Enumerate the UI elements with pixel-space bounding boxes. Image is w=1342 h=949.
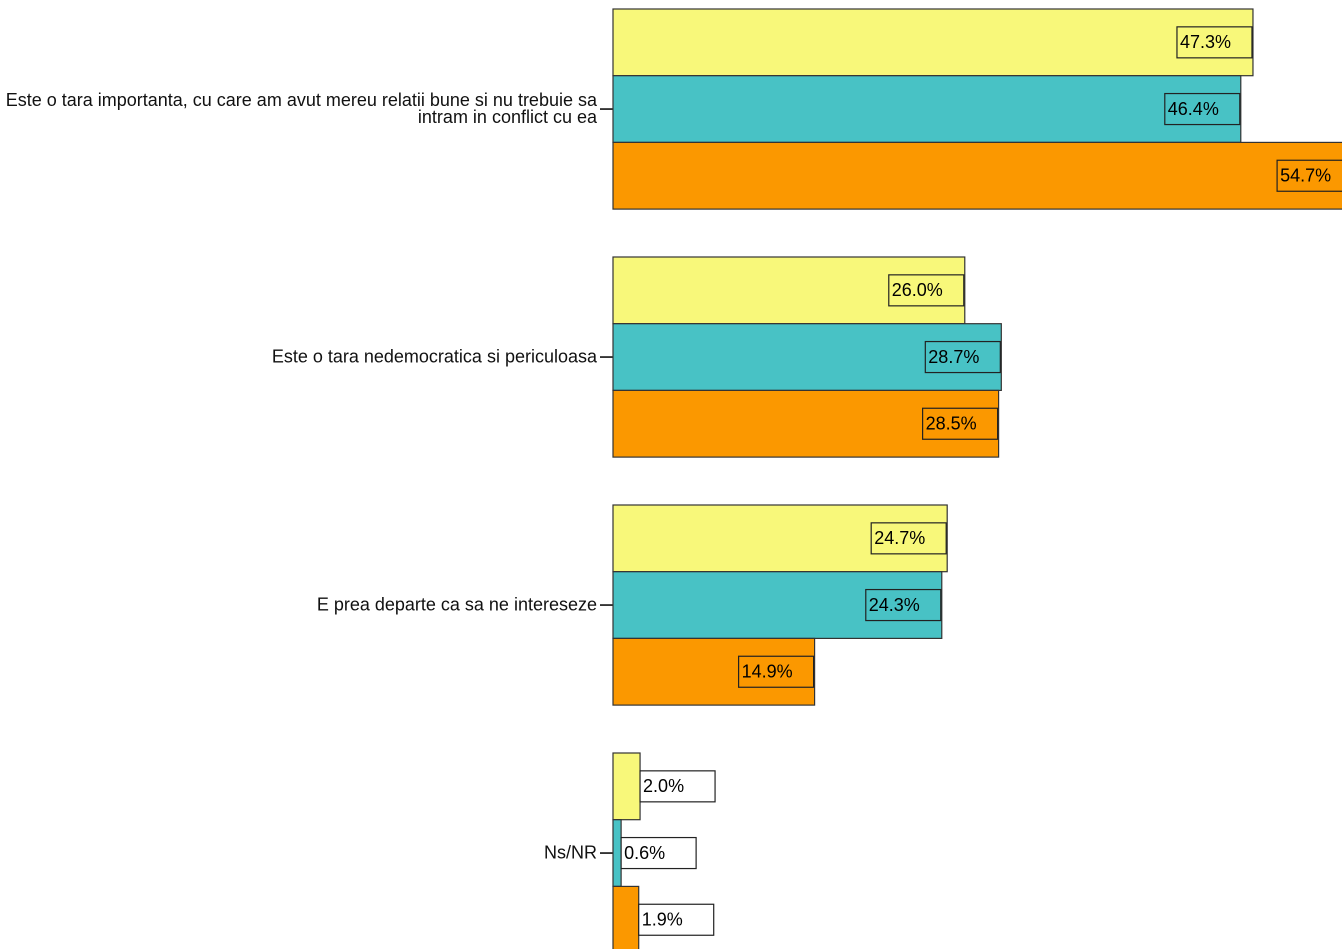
value-label: 26.0% (892, 280, 943, 300)
value-label: 24.7% (874, 528, 925, 548)
value-label-box (865, 588, 942, 622)
category-label: Ns/NR (544, 842, 597, 863)
value-label: 2.0% (643, 776, 684, 796)
value-label: 1.9% (642, 910, 683, 930)
value-label-box (924, 340, 1001, 374)
bar (612, 141, 1342, 210)
value-label: 46.4% (1168, 99, 1219, 119)
value-label: 24.3% (869, 595, 920, 615)
value-label: 28.7% (928, 347, 979, 367)
value-label: 0.6% (624, 843, 665, 863)
bar (612, 637, 816, 706)
bar (612, 819, 622, 888)
value-label-box (870, 522, 947, 555)
value-label: 14.9% (742, 662, 793, 682)
value-label-box (639, 770, 716, 803)
value-label-box (1176, 26, 1253, 59)
value-label-box (620, 836, 697, 870)
category-label: Este o tara importanta, cu care am avut … (5, 90, 597, 128)
category-label: E prea departe ca sa ne intereseze (316, 594, 597, 615)
value-label-box (922, 407, 999, 440)
bar (612, 256, 966, 325)
bar (612, 389, 1000, 458)
value-label-box (888, 274, 965, 307)
category-label: Este o tara nedemocratica si periculoasa (271, 346, 597, 367)
bar (612, 8, 1254, 77)
value-label-box (737, 655, 815, 688)
value-label-box (1164, 92, 1241, 126)
bar (612, 885, 640, 949)
value-label-box (638, 903, 715, 936)
value-label: 54.7% (1280, 166, 1331, 186)
bar (612, 752, 641, 821)
value-label-box (1276, 159, 1342, 192)
value-label: 47.3% (1180, 32, 1231, 52)
bar (612, 323, 1002, 392)
value-label: 28.5% (926, 414, 977, 434)
bar (612, 75, 1242, 143)
bar (612, 504, 948, 573)
